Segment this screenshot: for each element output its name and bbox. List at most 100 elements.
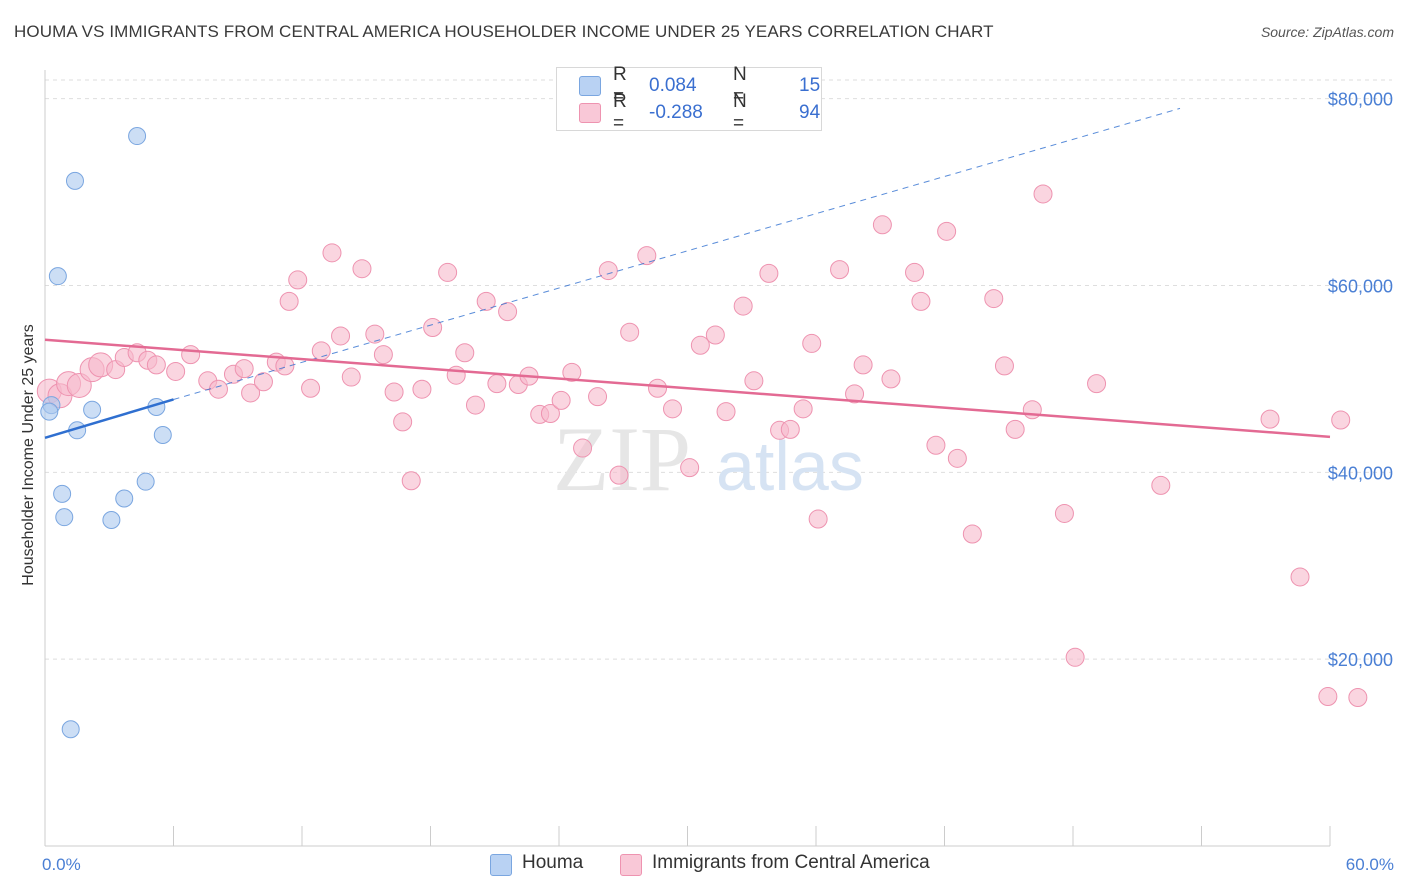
central-america-point [498, 302, 518, 322]
central-america-point [1151, 475, 1171, 495]
central-america-series [36, 184, 1368, 707]
central-america-point [393, 412, 413, 432]
houma-point [83, 400, 102, 419]
central-america-point [911, 291, 931, 311]
central-america-point [146, 355, 166, 375]
x-tick-labels: 0.0% 60.0% [42, 855, 1394, 874]
central-america-point [253, 372, 273, 392]
central-america-point [384, 382, 404, 402]
central-america-point [446, 365, 466, 385]
central-america-legend-swatch [620, 854, 642, 876]
central-america-point [241, 383, 261, 403]
houma-legend-label: Houma [522, 852, 584, 873]
central-america-point [487, 374, 507, 394]
central-america-point [301, 378, 321, 398]
central-america-point [845, 384, 865, 404]
central-america-point [341, 367, 361, 387]
central-america-n-value: 94 [799, 102, 821, 123]
central-america-point [872, 215, 892, 235]
houma-r-value: 0.084 [649, 75, 697, 96]
central-america-r-value: -0.288 [649, 102, 703, 123]
central-america-point [455, 343, 475, 363]
central-america-r-label: R = [613, 91, 627, 134]
watermark-atlas: atlas [716, 427, 864, 505]
central-america-point [994, 356, 1014, 376]
central-america-point [476, 291, 496, 311]
central-america-point [1065, 647, 1085, 667]
central-america-point [1054, 503, 1074, 523]
central-america-point [598, 261, 618, 281]
correlation-legend: R = 0.084 N = 15 R = -0.288 N = 94 [556, 64, 822, 134]
central-america-point [423, 318, 443, 338]
central-america-n-label: N = [733, 91, 747, 134]
x-tick-label: 0.0% [42, 855, 81, 874]
central-america-point [947, 448, 967, 468]
central-america-point [905, 262, 925, 282]
central-america-point [373, 345, 393, 365]
central-america-point [401, 471, 421, 491]
central-america-point [853, 355, 873, 375]
houma-r-label: R = [613, 64, 627, 107]
central-america-point [744, 371, 764, 391]
central-america-point [465, 395, 485, 415]
central-america-point [1290, 567, 1310, 587]
houma-swatch [579, 76, 601, 96]
central-america-point [1005, 419, 1025, 439]
central-america-point [716, 402, 736, 422]
central-america-point [663, 399, 683, 419]
central-america-point [705, 325, 725, 345]
central-america-point [551, 390, 571, 410]
houma-point [55, 508, 74, 527]
central-america-point [588, 387, 608, 407]
central-america-trend-line [44, 338, 1331, 439]
y-axis-label: Householder Income Under 25 years [20, 324, 37, 585]
central-america-point [1260, 409, 1280, 429]
central-america-point [352, 259, 372, 279]
source-label: Source: ZipAtlas.com [1260, 24, 1394, 40]
axes [44, 70, 1331, 847]
houma-legend-swatch [490, 854, 512, 876]
central-america-point [759, 263, 779, 283]
central-america-point [573, 438, 593, 458]
central-america-point [648, 378, 668, 398]
central-america-legend-label: Immigrants from Central America [652, 852, 930, 873]
houma-point [128, 127, 147, 146]
central-america-point [926, 435, 946, 455]
central-america-point [733, 296, 753, 316]
central-america-point [331, 326, 351, 346]
central-america-point [1348, 687, 1368, 707]
central-america-point [1331, 410, 1351, 430]
central-america-point [962, 524, 982, 544]
central-america-point [288, 270, 308, 290]
houma-point [53, 484, 72, 503]
central-america-point [937, 221, 957, 241]
central-america-point [562, 362, 582, 382]
central-america-point [1087, 374, 1107, 394]
houma-n-label: N = [733, 64, 747, 107]
central-america-point [609, 465, 629, 485]
central-america-point [802, 333, 822, 353]
central-america-point [984, 289, 1004, 309]
houma-trend-line [44, 398, 174, 439]
central-america-point [181, 345, 201, 365]
chart-title: HOUMA VS IMMIGRANTS FROM CENTRAL AMERICA… [14, 22, 994, 41]
central-america-point [365, 324, 385, 344]
central-america-point [166, 361, 186, 381]
central-america-point [637, 246, 657, 266]
y-tick-label: $20,000 [1328, 650, 1393, 670]
central-america-point [279, 291, 299, 311]
y-tick-label: $80,000 [1328, 90, 1393, 110]
houma-point [102, 510, 121, 529]
houma-n-value: 15 [799, 75, 821, 96]
houma-point [48, 267, 67, 286]
houma-point [40, 402, 59, 421]
central-america-point [438, 262, 458, 282]
y-tick-label: $60,000 [1328, 277, 1393, 297]
central-america-point [234, 359, 254, 379]
y-tick-label: $40,000 [1328, 463, 1393, 483]
central-america-point [793, 399, 813, 419]
trend-lines [44, 107, 1331, 439]
central-america-point [208, 379, 228, 399]
central-america-point [690, 335, 710, 355]
